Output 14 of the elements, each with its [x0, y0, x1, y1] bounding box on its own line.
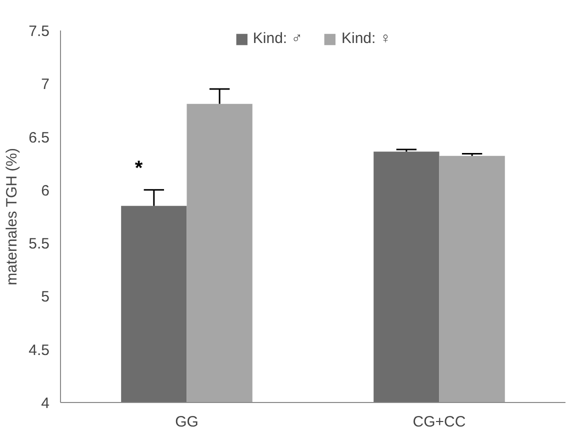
annotation: * [134, 158, 143, 180]
y-tick-label: 5 [41, 288, 50, 306]
x-tick-label: CG+CC [412, 414, 466, 430]
y-tick-label: 5.5 [28, 236, 50, 253]
y-tick-label: 4 [41, 395, 50, 412]
legend-label: Kind: ♂ [252, 30, 302, 47]
legend-label: Kind: ♀ [342, 30, 392, 47]
y-tick-label: 7 [41, 76, 50, 94]
y-tick-label: 4.5 [28, 342, 50, 359]
y-tick-label: 7.5 [28, 23, 50, 40]
y-tick-label: 6.5 [28, 129, 50, 146]
y-axis-title: maternales TGH (%) [4, 148, 21, 286]
y-tick-label: 6 [41, 182, 50, 200]
x-tick-label: GG [175, 414, 198, 430]
